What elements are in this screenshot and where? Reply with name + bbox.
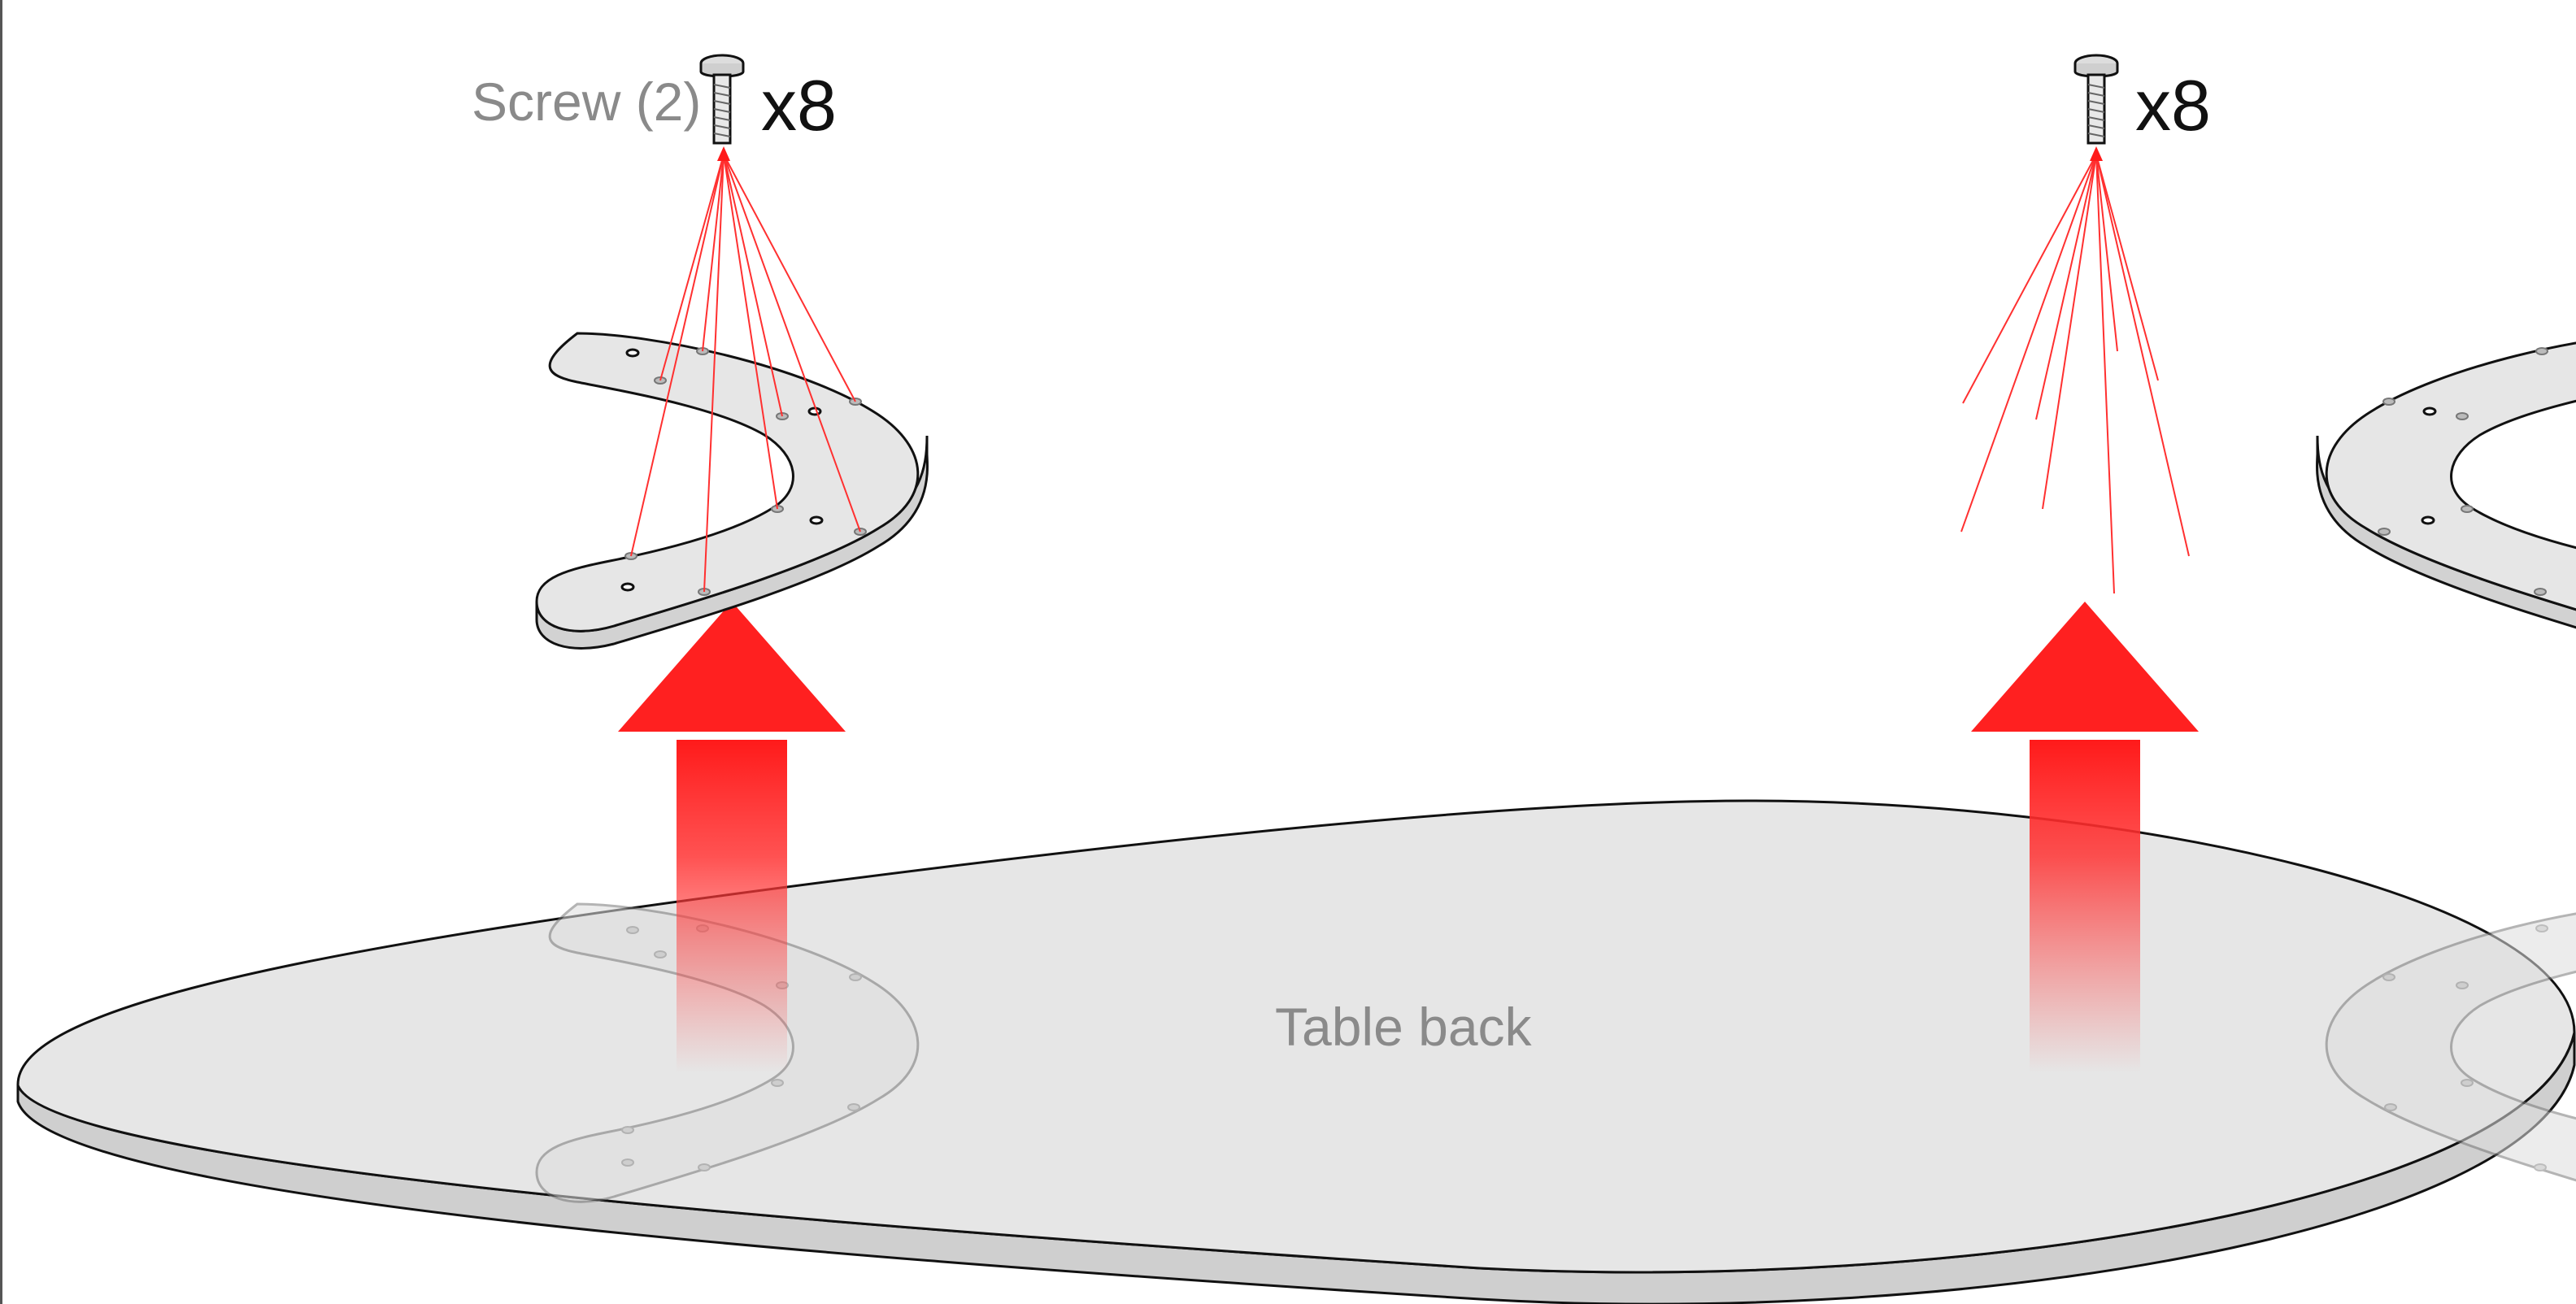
screw-name-label: Screw (2) (472, 72, 701, 132)
screw-guide-lines-right (1960, 154, 2190, 594)
screw-count-right: x8 (2135, 65, 2211, 146)
screw-guide-lines-left (630, 154, 861, 593)
table-back-label: Table back (1275, 997, 1533, 1057)
bracket-plate-right (2316, 341, 2576, 629)
screw-icon (699, 54, 745, 161)
ghost-bracket-right (2325, 912, 2576, 1182)
screw-count-left: x8 (761, 65, 837, 146)
up-arrow-icon (1971, 602, 2199, 1073)
screw-icon (2073, 54, 2119, 161)
up-arrow-icon (618, 602, 846, 1073)
left-edge-bar (0, 0, 2, 1304)
bracket-plate-left (535, 332, 929, 650)
